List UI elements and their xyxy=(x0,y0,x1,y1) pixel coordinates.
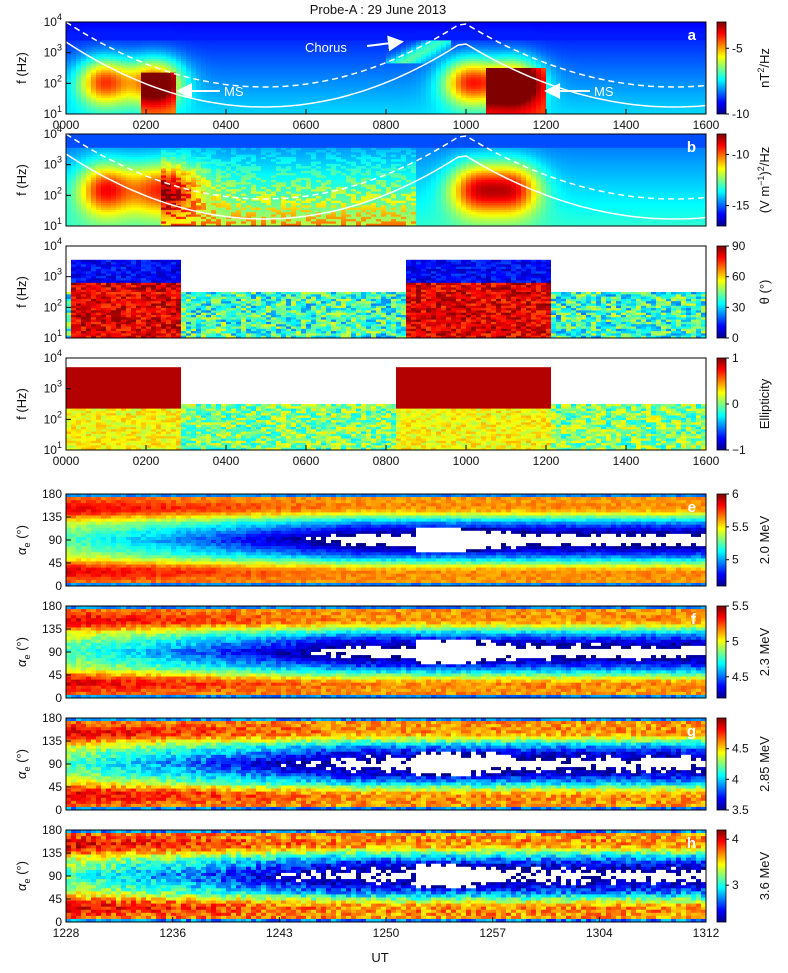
figure-title: Probe-A : 29 June 2013 xyxy=(310,2,447,17)
